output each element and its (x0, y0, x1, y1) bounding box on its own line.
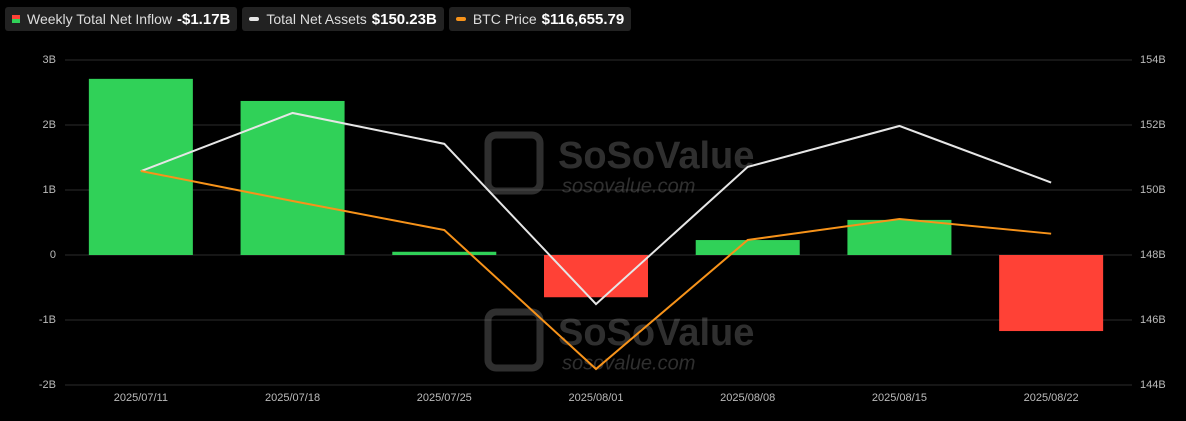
logo (484, 308, 544, 372)
y-tick-label: 0 (50, 249, 56, 261)
watermark-url: sosovalue.com (562, 175, 695, 197)
bar (847, 219, 952, 255)
y2-tick-label: 152B (1140, 119, 1166, 131)
legend-value: $150.23B (371, 10, 437, 28)
legend-value: $116,655.79 (541, 10, 625, 28)
bar (695, 240, 800, 255)
x-tick-label: 2025/08/22 (1024, 392, 1079, 404)
y-tick-label: -2B (39, 379, 56, 391)
legend: Weekly Total Net Inflow -$1.17B Total Net … (5, 7, 632, 31)
x-tick-label: 2025/07/11 (114, 392, 168, 404)
y-tick-label: 3B (43, 54, 56, 66)
bar (544, 255, 648, 298)
x-tick-label: 2025/07/25 (417, 392, 472, 404)
legend-item: Total Net Assets $150.23B (242, 7, 444, 31)
y2-tick-label: 154B (1140, 54, 1166, 66)
legend-item: BTC Price $116,655.79 (448, 7, 632, 31)
logo (484, 131, 544, 195)
y2-tick-label: 146B (1140, 314, 1166, 326)
legend-swatch (12, 15, 20, 23)
y-tick-label: 1B (43, 184, 56, 196)
x-tick-label: 2025/08/01 (568, 392, 623, 404)
y-tick-label: 2B (43, 119, 56, 131)
legend-item: Weekly Total Net Inflow -$1.17B (5, 7, 238, 31)
legend-name: Total Net Assets (266, 11, 367, 27)
legend-value: -$1.17B (177, 10, 231, 28)
x-tick-label: 2025/08/08 (720, 392, 775, 404)
line (140, 111, 1052, 306)
legend-name: Weekly Total Net Inflow (27, 11, 172, 27)
y2-tick-label: 148B (1140, 249, 1166, 261)
y2-tick-label: 150B (1140, 184, 1166, 196)
watermark-brand: SoSoValue (558, 135, 754, 177)
legend-name: BTC Price (472, 11, 537, 27)
line (140, 170, 1052, 371)
bar (392, 251, 497, 255)
bar (240, 100, 345, 255)
legend-swatch (455, 17, 466, 21)
y2-tick-label: 144B (1140, 379, 1166, 391)
y-tick-label: -1B (39, 314, 56, 326)
watermark: SoSoValue sosovalue.com SoSoValue sosova… (484, 131, 754, 374)
x-tick-label: 2025/08/15 (872, 392, 927, 404)
legend-swatch (249, 17, 260, 21)
bar (88, 78, 193, 255)
x-tick-label: 2025/07/18 (265, 392, 320, 404)
bar (999, 255, 1104, 332)
